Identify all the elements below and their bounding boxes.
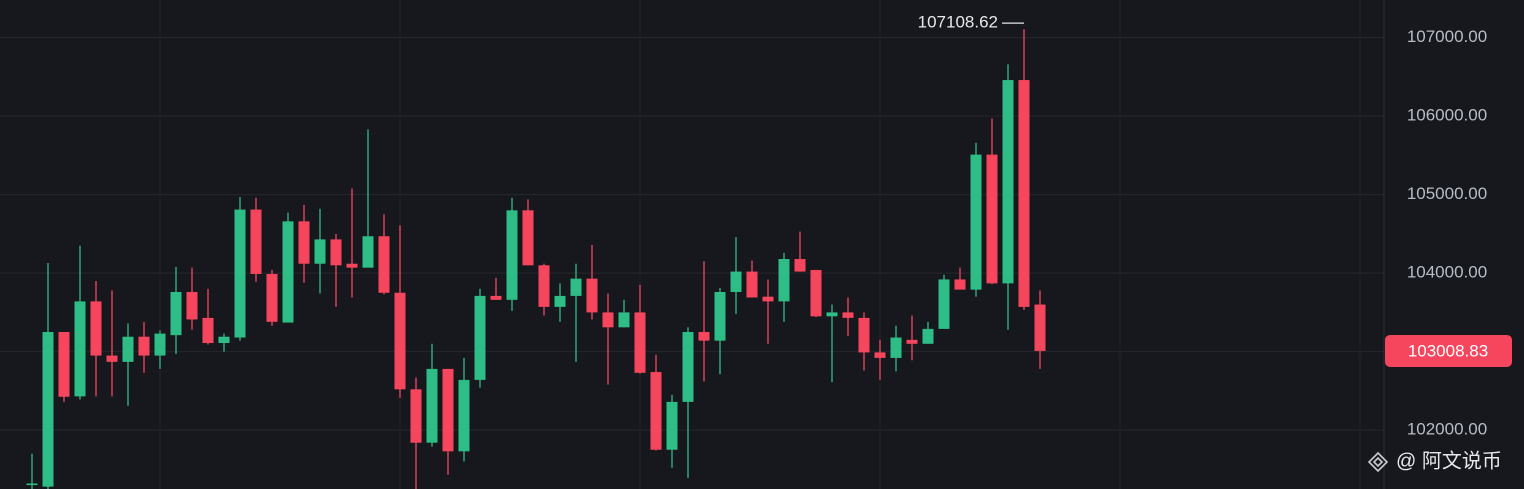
candle-body	[938, 279, 950, 329]
y-tick-label: 104000.00	[1407, 263, 1487, 282]
candle-body	[58, 332, 70, 397]
candle-body	[122, 336, 134, 362]
candle-body	[378, 236, 390, 293]
candle-body	[634, 312, 646, 373]
y-tick-label: 102000.00	[1407, 420, 1487, 439]
candle-body	[186, 291, 198, 320]
candle-body	[1018, 80, 1030, 307]
watermark: @ 阿文说币	[1396, 449, 1502, 472]
candle-body	[298, 221, 310, 264]
watermark-icon	[1367, 451, 1389, 473]
candle-body	[554, 295, 566, 307]
candle-body	[810, 270, 822, 317]
candle-body	[890, 337, 902, 358]
candle-body	[474, 295, 486, 380]
candle-body	[970, 154, 982, 290]
candle-body	[282, 221, 294, 323]
vertical-grid	[159, 0, 1361, 489]
candle-body	[650, 372, 662, 450]
candle-body	[618, 312, 630, 328]
candle-body	[410, 389, 422, 443]
candle-body	[730, 271, 742, 292]
candle-body	[330, 239, 342, 266]
candle-body	[954, 279, 966, 290]
candle-body	[138, 336, 150, 356]
candle-body	[538, 265, 550, 307]
candle-body	[986, 154, 998, 284]
candle-body	[458, 379, 470, 452]
candle-body	[906, 339, 918, 344]
candle-body	[522, 210, 534, 266]
candle-body	[602, 312, 614, 328]
candle-body	[826, 312, 838, 317]
candle-body	[106, 355, 118, 362]
candle-body	[698, 332, 710, 341]
candle-body	[794, 259, 806, 272]
candle-body	[506, 210, 518, 300]
candle-body	[682, 332, 694, 402]
candle-body	[74, 301, 86, 397]
candle-body	[26, 483, 38, 486]
candle-body	[266, 273, 278, 322]
y-tick-label: 107000.00	[1407, 27, 1487, 46]
candle-body	[714, 291, 726, 341]
candle-body	[346, 263, 358, 268]
candle-body	[314, 239, 326, 264]
candle-body	[842, 312, 854, 318]
candle-body	[1034, 304, 1046, 351]
candle-body	[762, 296, 774, 302]
candle-body	[42, 332, 54, 487]
candle-body	[858, 317, 870, 353]
candle-body	[426, 368, 438, 443]
grid	[0, 37, 1384, 431]
candle-body	[586, 278, 598, 313]
candle-body	[394, 292, 406, 390]
y-tick-label: 105000.00	[1407, 184, 1487, 203]
candle-body	[218, 336, 230, 344]
candle-body	[874, 352, 886, 358]
candle-body	[154, 333, 166, 356]
candle-body	[778, 259, 790, 302]
candle-body	[362, 236, 374, 268]
candle-body	[234, 209, 246, 338]
price-label: 103008.83	[1408, 341, 1488, 360]
price-label-box	[1385, 334, 1512, 367]
candle-body	[170, 291, 182, 336]
candle-body	[490, 295, 502, 300]
candle-body	[570, 278, 582, 296]
candle-body	[922, 328, 934, 344]
candle-body	[250, 209, 262, 274]
high-label: 107108.62	[918, 13, 998, 32]
candle-body	[1002, 80, 1014, 284]
candle-body	[442, 368, 454, 452]
candle-body	[90, 301, 102, 356]
candle-body	[202, 317, 214, 344]
candle-body	[666, 401, 678, 450]
y-tick-label: 106000.00	[1407, 106, 1487, 125]
candle-body	[746, 271, 758, 298]
